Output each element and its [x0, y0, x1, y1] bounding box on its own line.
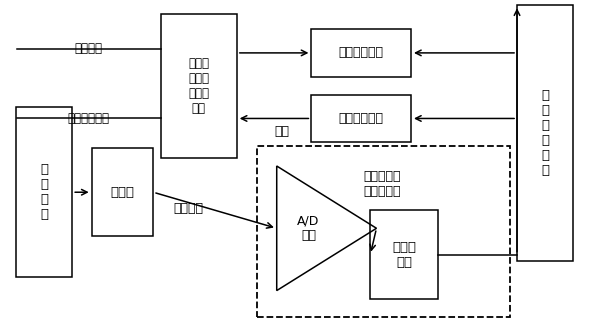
Text: 客户监测界面: 客户监测界面 — [67, 112, 109, 125]
FancyBboxPatch shape — [371, 210, 438, 299]
Text: 客户端
计算机
软测量
系统: 客户端 计算机 软测量 系统 — [188, 57, 209, 115]
Text: 微处理
系统: 微处理 系统 — [392, 240, 416, 269]
FancyBboxPatch shape — [311, 29, 411, 77]
FancyBboxPatch shape — [517, 5, 573, 261]
Text: 被
测
对
象: 被 测 对 象 — [40, 163, 48, 221]
Text: 信号调理与
预处理装置: 信号调理与 预处理装置 — [363, 170, 401, 198]
Text: 数
据
传
输
总
线: 数 据 传 输 总 线 — [541, 89, 549, 177]
FancyBboxPatch shape — [161, 14, 237, 158]
Text: 数据采集单元: 数据采集单元 — [339, 112, 384, 125]
Text: 传感器: 传感器 — [111, 186, 134, 199]
FancyBboxPatch shape — [257, 146, 509, 317]
Text: A/D
转换: A/D 转换 — [297, 214, 320, 242]
Text: 声光预警单元: 声光预警单元 — [339, 46, 384, 59]
FancyBboxPatch shape — [17, 107, 72, 278]
FancyBboxPatch shape — [311, 95, 411, 142]
Text: 报表打印: 报表打印 — [74, 42, 102, 55]
FancyBboxPatch shape — [92, 148, 153, 236]
Text: 辅助变量: 辅助变量 — [174, 202, 204, 215]
Text: 接口: 接口 — [274, 125, 289, 138]
